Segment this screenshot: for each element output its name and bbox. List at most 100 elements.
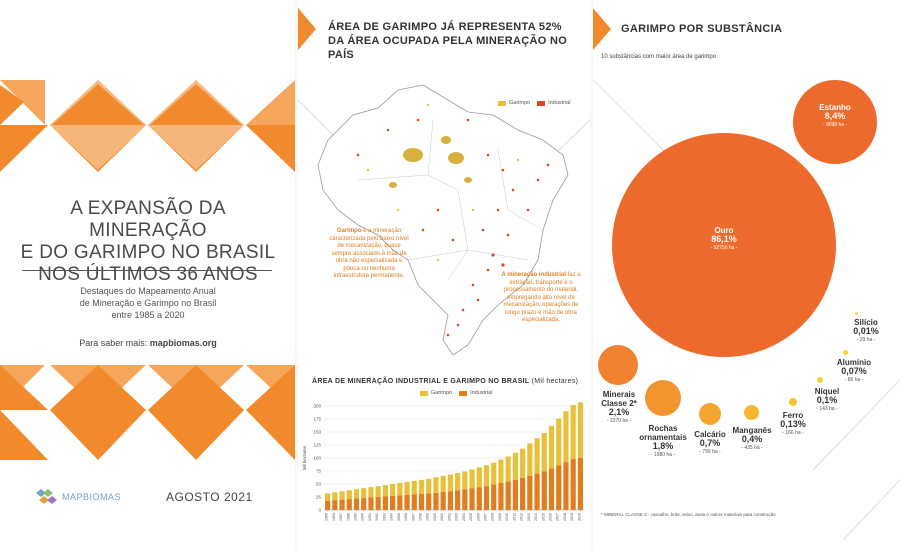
- bubble-minerais-classe-2: [598, 345, 638, 385]
- industrial-note-bold: A mineração industrial: [501, 272, 566, 278]
- bar-garimpo: [447, 474, 453, 492]
- substance-panel: GARIMPO POR SUBSTÂNCIA 10 substâncias co…: [593, 0, 900, 550]
- label-silicio: Silício 0,01% - 20 ha -: [841, 318, 891, 345]
- logo-text: MAPBIOMAS: [62, 492, 122, 502]
- aluminio-pct: 0,07%: [841, 366, 867, 376]
- niquel-ha: - 143 ha -: [816, 406, 838, 412]
- x-tick-label: 2006: [476, 513, 480, 521]
- garimpo-clusters: [389, 136, 472, 188]
- bar-garimpo: [491, 462, 497, 485]
- x-tick-label: 2014: [534, 513, 538, 521]
- brazil-map: [298, 84, 590, 356]
- bar-industrial: [382, 496, 388, 510]
- bar-industrial: [563, 462, 569, 510]
- niquel-pct: 0,1%: [816, 395, 838, 405]
- ouro-ha: - 92756 ha -: [710, 245, 738, 251]
- bar-industrial: [505, 481, 511, 510]
- industrial-note-text: faz a extração, transporte e o processam…: [503, 272, 581, 323]
- bar-industrial: [325, 500, 331, 510]
- y-tick-label: 25: [316, 495, 322, 500]
- rochas-ha: - 1980 ha -: [650, 452, 676, 458]
- mapbiomas-link[interactable]: mapbiomas.org: [149, 338, 217, 348]
- manganes-ha: - 435 ha -: [741, 445, 763, 451]
- silicio-pct: 0,01%: [853, 326, 879, 336]
- minerais-pct: 2,1%: [608, 407, 630, 417]
- x-tick-label: 1998: [419, 513, 423, 521]
- x-tick-label: 2017: [556, 513, 560, 521]
- ferro-ha: - 166 ha -: [782, 430, 804, 436]
- bar-industrial: [411, 494, 417, 510]
- calcario-pct: 0,7%: [699, 438, 721, 448]
- calcario-name: Calcário: [694, 430, 726, 439]
- silicio-ha: - 20 ha -: [856, 337, 876, 343]
- bar-industrial: [339, 499, 345, 510]
- y-tick-label: 175: [313, 417, 321, 422]
- substance-title: GARIMPO POR SUBSTÂNCIA: [621, 23, 783, 35]
- bar-industrial: [527, 475, 533, 510]
- minerais-name: Minerais Classe 2*: [601, 390, 637, 408]
- bar-industrial: [483, 486, 490, 510]
- ouro-name: Ouro: [714, 226, 734, 235]
- x-tick-label: 1992: [375, 513, 379, 521]
- label-minerais-classe-2: Minerais Classe 2* 2,1% - 2270 ha -: [593, 390, 645, 426]
- publication-date: AGOSTO 2021: [166, 490, 253, 504]
- bar-industrial: [541, 471, 547, 510]
- mapbiomas-logo-icon: [36, 489, 57, 504]
- cover-title: A EXPANSÃO DA MINERAÇÃO E DO GARIMPO NO …: [14, 198, 282, 286]
- bar-garimpo: [390, 484, 396, 496]
- substance-footnote: * MINERAL CLASSE 2 - cascalho, brita, se…: [601, 512, 776, 517]
- map-section-title: ÁREA DE GARIMPO JÁ REPRESENTA 52% DA ÁRE…: [328, 20, 590, 62]
- aluminio-ha: - 86 ha -: [844, 377, 864, 383]
- y-tick-label: 200: [313, 404, 321, 409]
- x-tick-label: 2007: [484, 513, 488, 521]
- substance-subtitle: 10 substâncias com maior área de garimpo: [601, 54, 717, 60]
- bar-industrial: [455, 490, 461, 510]
- map-title-line2: DA ÁREA OCUPADA PELA MINERAÇÃO NO PAÍS: [328, 35, 568, 61]
- x-tick-label: 1997: [411, 513, 415, 521]
- cover-subtitle: Destaques do Mapeamento Anual de Mineraç…: [14, 285, 282, 321]
- silicio-name: Silício: [854, 318, 878, 327]
- bar-industrial: [512, 479, 518, 510]
- bar-industrial: [548, 468, 555, 510]
- y-tick-label: 50: [316, 482, 322, 487]
- map-panel: ÁREA DE GARIMPO JÁ REPRESENTA 52% DA ÁRE…: [298, 0, 590, 550]
- bar-garimpo: [548, 425, 555, 469]
- estanho-name: Estanho: [819, 103, 851, 112]
- bar-industrial: [577, 458, 583, 510]
- bar-industrial: [368, 497, 374, 510]
- bar-industrial: [462, 489, 468, 510]
- bar-garimpo: [332, 492, 338, 501]
- bar-industrial: [361, 498, 367, 510]
- bar-garimpo: [382, 485, 388, 497]
- map-title-pct: 52%: [538, 21, 562, 33]
- bar-garimpo: [455, 473, 461, 491]
- garimpo-note: Garimpo é a mineração caracterizada pelo…: [328, 228, 410, 281]
- bar-garimpo: [577, 402, 583, 458]
- bar-garimpo: [527, 443, 533, 476]
- bar-industrial: [570, 459, 576, 510]
- x-tick-label: 1989: [354, 513, 358, 521]
- cover-title-line: A EXPANSÃO DA MINERAÇÃO: [70, 198, 226, 241]
- x-tick-label: 2016: [549, 513, 553, 521]
- garimpo-swatch: [498, 100, 506, 106]
- section-arrow-icon: [593, 8, 611, 50]
- x-tick-label: 2000: [433, 513, 437, 521]
- x-tick-label: 2020: [577, 513, 581, 521]
- x-tick-label: 2004: [462, 513, 466, 521]
- bubble-calcario: [699, 403, 721, 425]
- bar-chart-title-bold: ÁREA DE MINERAÇÃO INDUSTRIAL E GARIMPO N…: [312, 378, 530, 385]
- label-calcario: Calcário 0,7% - 799 ha -: [685, 430, 735, 457]
- bar-garimpo: [339, 491, 345, 500]
- bar-garimpo: [556, 418, 562, 466]
- x-tick-label: 1990: [361, 513, 365, 521]
- bubble-manganes: [744, 405, 759, 420]
- label-estanho: Estanho 8,4% - 9098 ha -: [805, 103, 865, 130]
- bar-legend-industrial: Industrial: [470, 390, 493, 396]
- y-tick-label: 100: [313, 456, 321, 461]
- bar-chart-unit: (Mil hectares): [529, 378, 579, 385]
- bubble-ouro: [612, 133, 836, 357]
- cover-panel: A EXPANSÃO DA MINERAÇÃO E DO GARIMPO NO …: [0, 0, 295, 550]
- bar-industrial: [556, 465, 562, 510]
- bar-industrial: [440, 491, 446, 510]
- bar-industrial: [332, 500, 338, 510]
